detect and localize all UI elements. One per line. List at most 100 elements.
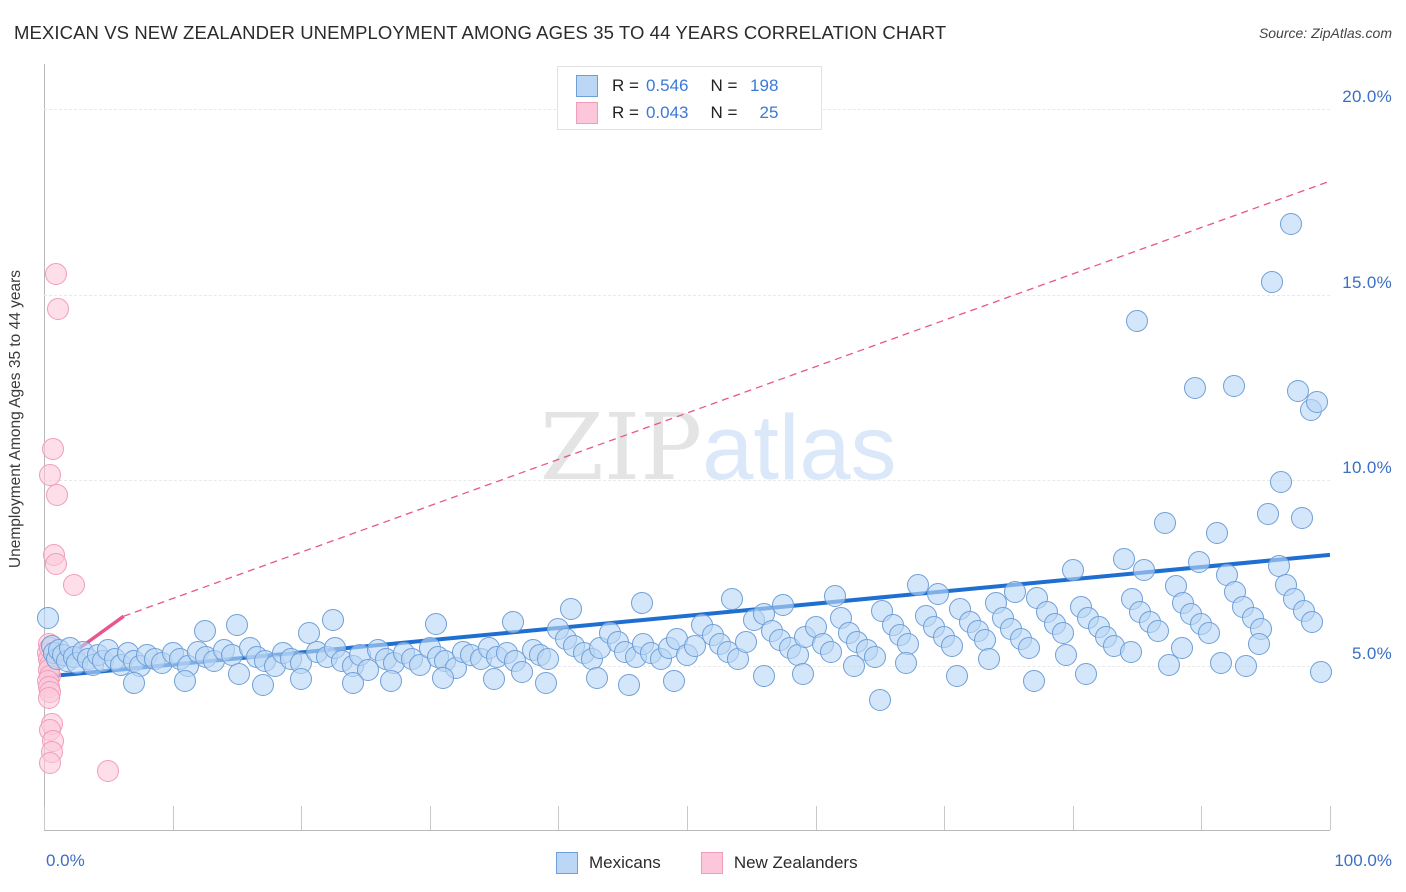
data-point[interactable]: [585, 666, 608, 689]
data-point[interactable]: [322, 608, 345, 631]
data-point[interactable]: [483, 668, 506, 691]
data-point[interactable]: [97, 759, 120, 782]
data-point[interactable]: [174, 670, 197, 693]
data-point[interactable]: [1280, 212, 1303, 235]
data-point[interactable]: [1055, 644, 1078, 667]
series-swatch-mexicans[interactable]: [556, 852, 578, 874]
data-point[interactable]: [502, 610, 525, 633]
data-point[interactable]: [791, 662, 814, 685]
data-point[interactable]: [663, 670, 686, 693]
data-point[interactable]: [894, 651, 917, 674]
data-point[interactable]: [341, 672, 364, 695]
data-point[interactable]: [560, 597, 583, 620]
legend-r-label-1: R =: [612, 76, 639, 95]
data-point[interactable]: [1003, 581, 1026, 604]
data-point[interactable]: [946, 664, 969, 687]
data-point[interactable]: [735, 631, 758, 654]
data-point[interactable]: [1209, 651, 1232, 674]
scatter-plot-area: ZIPatlas: [36, 64, 1332, 830]
data-point[interactable]: [772, 594, 795, 617]
legend-r-value-1: 0.546: [645, 76, 689, 95]
data-point[interactable]: [1074, 662, 1097, 685]
data-point[interactable]: [926, 582, 949, 605]
data-point[interactable]: [843, 655, 866, 678]
data-point[interactable]: [1158, 653, 1181, 676]
gridline: [44, 294, 1330, 296]
data-point[interactable]: [62, 573, 85, 596]
watermark-zip: ZIP: [540, 394, 703, 501]
data-point[interactable]: [123, 672, 146, 695]
x-axis-tick: [815, 806, 817, 830]
data-point[interactable]: [1257, 502, 1280, 525]
x-axis-tick: [944, 806, 946, 830]
data-point[interactable]: [228, 662, 251, 685]
data-point[interactable]: [1300, 610, 1323, 633]
data-point[interactable]: [978, 647, 1001, 670]
data-point[interactable]: [1119, 640, 1142, 663]
data-point[interactable]: [1248, 633, 1271, 656]
legend-n-value-1: 198: [750, 76, 779, 95]
data-point[interactable]: [1205, 521, 1228, 544]
data-point[interactable]: [1261, 270, 1284, 293]
data-point[interactable]: [537, 647, 560, 670]
data-point[interactable]: [868, 688, 891, 711]
data-point[interactable]: [47, 298, 70, 321]
data-point[interactable]: [1171, 636, 1194, 659]
data-point[interactable]: [511, 660, 534, 683]
data-point[interactable]: [1286, 380, 1309, 403]
legend-r-label-2: R =: [612, 103, 639, 122]
data-point[interactable]: [820, 640, 843, 663]
y-axis-tick-label: 15.0%: [1342, 272, 1392, 292]
data-point[interactable]: [1198, 621, 1221, 644]
data-point[interactable]: [193, 620, 216, 643]
data-point[interactable]: [357, 659, 380, 682]
data-point[interactable]: [42, 437, 65, 460]
data-point[interactable]: [1146, 620, 1169, 643]
data-point[interactable]: [1154, 512, 1177, 535]
data-point[interactable]: [225, 614, 248, 637]
data-point[interactable]: [1113, 547, 1136, 570]
data-point[interactable]: [630, 592, 653, 615]
legend-n-label-1: N =: [710, 76, 738, 95]
data-point[interactable]: [380, 670, 403, 693]
data-point[interactable]: [721, 588, 743, 611]
data-point[interactable]: [1018, 636, 1041, 659]
data-point[interactable]: [44, 553, 67, 576]
data-point[interactable]: [45, 484, 68, 507]
data-point[interactable]: [863, 646, 886, 669]
data-point[interactable]: [1235, 655, 1258, 678]
series-label-mexicans[interactable]: Mexicans: [589, 853, 661, 872]
data-point[interactable]: [431, 666, 454, 689]
data-point[interactable]: [1187, 551, 1210, 574]
data-point[interactable]: [1270, 471, 1293, 494]
data-point[interactable]: [425, 612, 448, 635]
data-point[interactable]: [44, 263, 67, 286]
data-point[interactable]: [534, 672, 557, 695]
data-point[interactable]: [1222, 374, 1245, 397]
data-point[interactable]: [39, 752, 62, 775]
data-point[interactable]: [251, 673, 274, 696]
data-point[interactable]: [1126, 309, 1149, 332]
data-point[interactable]: [39, 463, 62, 486]
data-point[interactable]: [36, 607, 59, 630]
data-point[interactable]: [1183, 376, 1206, 399]
data-point[interactable]: [1309, 660, 1332, 683]
data-point[interactable]: [823, 584, 846, 607]
data-point[interactable]: [1306, 391, 1329, 414]
data-point[interactable]: [1061, 558, 1084, 581]
data-point[interactable]: [753, 664, 776, 687]
data-point[interactable]: [618, 673, 641, 696]
data-point[interactable]: [38, 686, 61, 709]
data-point[interactable]: [290, 668, 313, 691]
series-label-new-zealanders[interactable]: New Zealanders: [733, 853, 858, 872]
data-point[interactable]: [683, 634, 706, 657]
data-point[interactable]: [1023, 670, 1046, 693]
data-point[interactable]: [1290, 506, 1313, 529]
data-point[interactable]: [1051, 621, 1074, 644]
data-point[interactable]: [907, 573, 930, 596]
y-axis-tick-label: 20.0%: [1342, 86, 1392, 106]
series-swatch-new-zealanders[interactable]: [700, 852, 723, 874]
y-axis-tick-label: 10.0%: [1342, 458, 1392, 478]
data-point[interactable]: [1132, 558, 1155, 581]
data-point[interactable]: [940, 634, 963, 657]
